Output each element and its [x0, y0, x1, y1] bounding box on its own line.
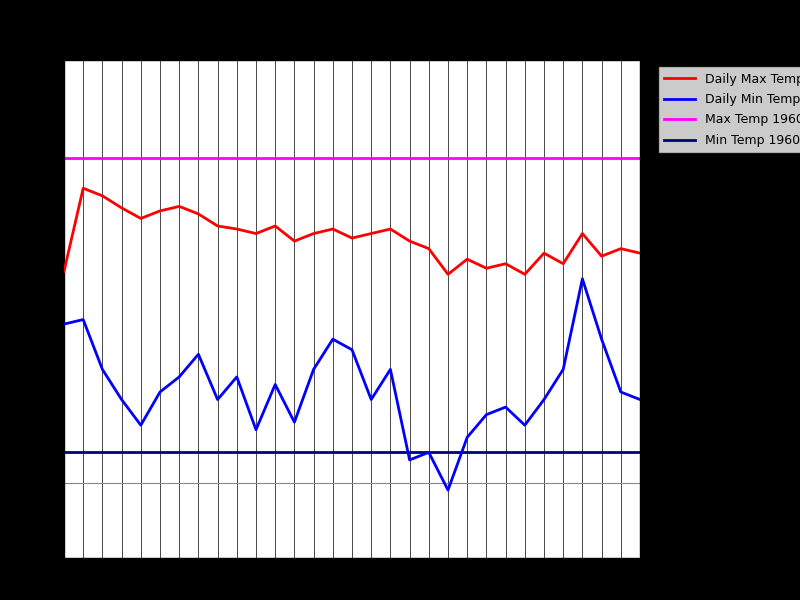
- Legend: Daily Max Temp, Daily Min Temp, Max Temp 1960-90, Min Temp 1960-90: Daily Max Temp, Daily Min Temp, Max Temp…: [658, 66, 800, 153]
